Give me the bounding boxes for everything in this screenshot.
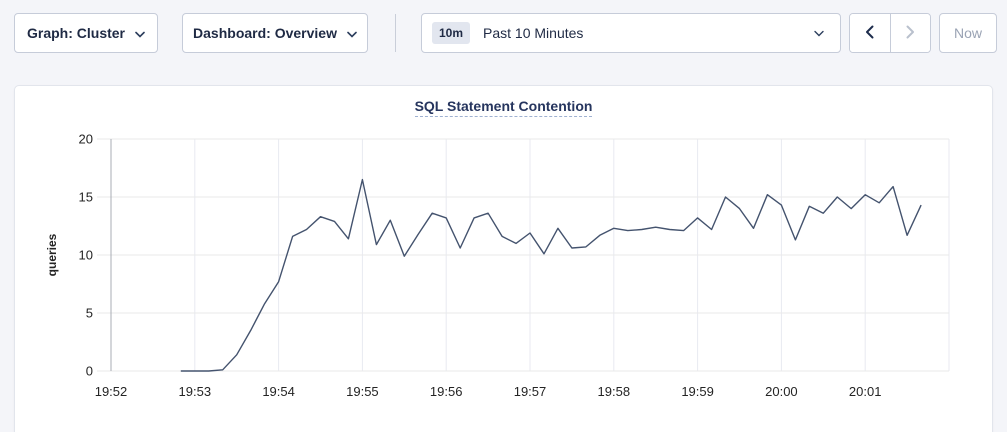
chart-line-queries[interactable]: [180, 178, 922, 372]
y-tick-label: 20: [79, 132, 93, 147]
sql-statement-contention-chart[interactable]: 0 5 10 15 20 19:52 19:53 19:54 19:55 19:56 19:57 19…: [15, 86, 992, 432]
now-button[interactable]: Now: [939, 13, 997, 53]
x-tick-label: 19:57: [514, 384, 547, 399]
x-tick-label: 19:58: [598, 384, 631, 399]
y-tick-label: 0: [86, 364, 93, 379]
chevron-down-icon: [135, 25, 145, 41]
x-tick-label: 19:55: [346, 384, 379, 399]
toolbar-divider: [395, 14, 396, 52]
x-tick-label: 20:01: [849, 384, 882, 399]
graph-dropdown[interactable]: Graph: Cluster: [14, 13, 158, 53]
chevron-down-icon: [347, 25, 357, 41]
chevron-left-icon: [865, 25, 874, 42]
time-step-button-group: [849, 13, 931, 53]
time-range-label: Past 10 Minutes: [483, 25, 584, 41]
toolbar: Graph: Cluster Dashboard: Overview 10m P…: [0, 0, 1007, 53]
y-axis-label: queries: [45, 233, 59, 276]
time-range-badge: 10m: [432, 22, 471, 44]
x-tick-label: 19:52: [95, 384, 128, 399]
chevron-down-icon: [814, 24, 824, 42]
dashboard-dropdown[interactable]: Dashboard: Overview: [182, 13, 368, 53]
chart-card: 0 5 10 15 20 19:52 19:53 19:54 19:55 19:56 19:57 19…: [14, 85, 993, 432]
time-range-selector[interactable]: 10m Past 10 Minutes: [421, 13, 841, 53]
x-tick-label: 19:59: [681, 384, 714, 399]
x-tick-label: 20:00: [765, 384, 798, 399]
y-tick-label: 5: [86, 306, 93, 321]
x-tick-label: 19:54: [262, 384, 295, 399]
dashboard-dropdown-label: Dashboard: Overview: [193, 25, 337, 41]
chart-title[interactable]: SQL Statement Contention: [414, 98, 593, 117]
time-back-button[interactable]: [850, 14, 891, 52]
y-tick-label: 15: [79, 190, 93, 205]
x-tick-label: 19:56: [430, 384, 463, 399]
time-forward-button[interactable]: [890, 14, 930, 52]
chevron-right-icon: [906, 25, 915, 42]
y-tick-label: 10: [79, 248, 93, 263]
chart-title-row: SQL Statement Contention: [15, 98, 992, 117]
graph-dropdown-label: Graph: Cluster: [26, 25, 125, 41]
x-tick-label: 19:53: [179, 384, 212, 399]
